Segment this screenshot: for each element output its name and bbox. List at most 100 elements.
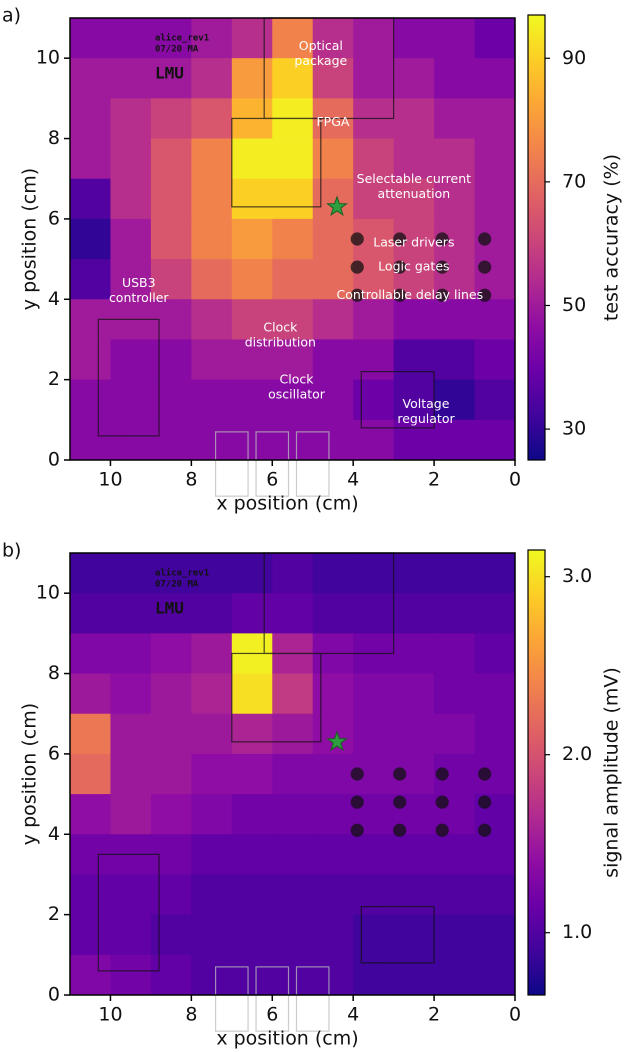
heat-cell xyxy=(475,18,516,59)
heat-cell xyxy=(151,219,192,260)
annotation: package xyxy=(294,53,347,68)
x-tick-label: 6 xyxy=(266,1004,278,1026)
heat-cell xyxy=(70,955,111,996)
colorbar-tick-label: 50 xyxy=(562,294,586,316)
heat-cell xyxy=(151,339,192,380)
heat-cell xyxy=(394,553,435,594)
heat-cell xyxy=(70,553,111,594)
heat-cell xyxy=(475,98,516,139)
heat-cell xyxy=(475,553,516,594)
heat-cell xyxy=(70,915,111,956)
annotation: distribution xyxy=(245,334,316,349)
heat-cell xyxy=(434,339,475,380)
x-axis-label: x position (cm) xyxy=(216,493,358,515)
chip xyxy=(351,261,363,273)
heat-cell xyxy=(191,58,232,99)
chip xyxy=(479,796,491,808)
heat-cell xyxy=(232,874,273,915)
heat-cell xyxy=(394,420,435,461)
heat-cell xyxy=(110,219,151,260)
heat-cell xyxy=(70,754,111,795)
heat-cell xyxy=(110,754,151,795)
heat-cell xyxy=(232,834,273,875)
heat-cell xyxy=(313,339,354,380)
chip xyxy=(351,768,363,780)
heat-cell xyxy=(110,98,151,139)
heat-cell xyxy=(353,955,394,996)
heat-cell xyxy=(434,834,475,875)
y-tick-label: 2 xyxy=(48,368,60,390)
annotation: attenuation xyxy=(378,186,451,201)
heat-cell xyxy=(475,834,516,875)
heat-cell xyxy=(434,18,475,59)
heat-cell xyxy=(110,794,151,835)
heat-cell xyxy=(272,139,313,180)
heat-cell xyxy=(313,593,354,634)
chip xyxy=(479,824,491,836)
board-text: alice_rev1 xyxy=(155,568,209,579)
heat-cell xyxy=(191,420,232,461)
heat-cell xyxy=(151,794,192,835)
heat-cell xyxy=(232,380,273,421)
x-tick-label: 8 xyxy=(185,469,197,491)
heat-cell xyxy=(475,339,516,380)
chip xyxy=(436,768,448,780)
colorbar-label: test accuracy (%) xyxy=(601,154,623,321)
heat-cell xyxy=(70,58,111,99)
heat-cell xyxy=(353,18,394,59)
heat-cell xyxy=(191,299,232,340)
heat-cell xyxy=(110,633,151,674)
colorbar-label: signal amplitude (mV) xyxy=(601,667,623,878)
heat-cell xyxy=(434,553,475,594)
heat-cell xyxy=(272,593,313,634)
colorbar-tick-label: 90 xyxy=(562,47,586,69)
heat-cell xyxy=(272,674,313,715)
heat-cell xyxy=(313,299,354,340)
heat-cell xyxy=(353,834,394,875)
heat-cell xyxy=(110,915,151,956)
heat-cell xyxy=(353,420,394,461)
heat-cell xyxy=(70,593,111,634)
heat-cell xyxy=(272,420,313,461)
heat-cell xyxy=(313,834,354,875)
heat-cell xyxy=(434,874,475,915)
heat-cell xyxy=(353,674,394,715)
heat-cell xyxy=(110,714,151,755)
heat-cell xyxy=(475,593,516,634)
heat-cell xyxy=(110,380,151,421)
heat-cell xyxy=(191,259,232,300)
annotation: oscillator xyxy=(268,387,326,402)
heat-cell xyxy=(110,955,151,996)
heat-cell xyxy=(272,915,313,956)
heat-cell xyxy=(191,633,232,674)
page: {"chart_data": [ {"type": "heatmap", "pa… xyxy=(0,0,635,1053)
heat-cell xyxy=(394,18,435,59)
chip xyxy=(436,796,448,808)
heat-cell xyxy=(191,219,232,260)
heat-cell xyxy=(272,955,313,996)
colorbar xyxy=(528,15,545,460)
chip xyxy=(479,261,491,273)
heat-cell xyxy=(151,633,192,674)
heat-cell xyxy=(151,915,192,956)
heat-cell xyxy=(272,219,313,260)
heat-cell xyxy=(272,179,313,220)
colorbar-tick-label: 2.0 xyxy=(562,743,592,765)
heat-cell xyxy=(70,98,111,139)
heat-cell xyxy=(232,420,273,461)
heat-cell xyxy=(475,179,516,220)
heat-cell xyxy=(475,674,516,715)
heat-cell xyxy=(191,98,232,139)
heat-cell xyxy=(70,18,111,59)
heat-cell xyxy=(191,874,232,915)
x-tick-label: 10 xyxy=(98,1004,122,1026)
heat-cell xyxy=(434,98,475,139)
heat-cell xyxy=(110,58,151,99)
heat-cell xyxy=(232,955,273,996)
heat-cell xyxy=(313,139,354,180)
heat-cell xyxy=(110,874,151,915)
annotation: Clock xyxy=(280,372,315,387)
heat-cell xyxy=(475,915,516,956)
heat-cell xyxy=(313,874,354,915)
heat-cell xyxy=(394,834,435,875)
